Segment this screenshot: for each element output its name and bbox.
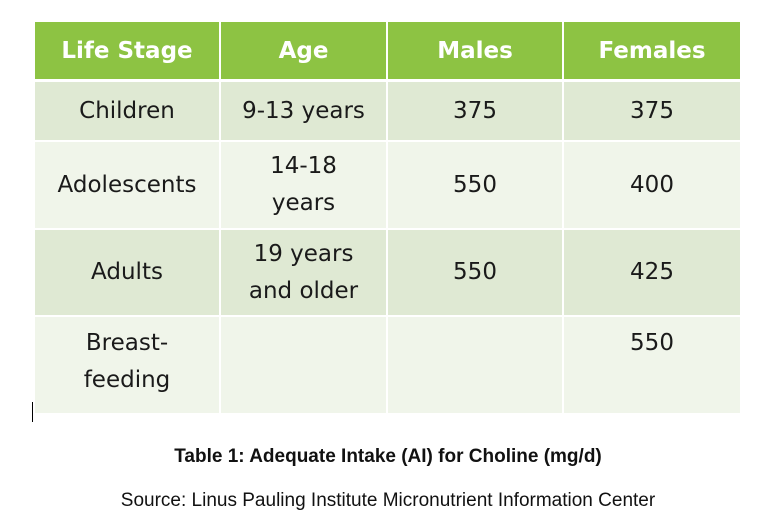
cell-males: 550 xyxy=(387,229,564,317)
cell-life-stage: Children xyxy=(35,80,221,142)
table-row: Adults 19 years and older 550 425 xyxy=(35,229,740,317)
source-note: Source: Linus Pauling Institute Micronut… xyxy=(120,490,656,511)
choline-intake-table: Life Stage Age Males Females Children 9-… xyxy=(35,22,740,415)
cell-life-stage: Adolescents xyxy=(35,141,221,230)
table-caption: Table 1: Adequate Intake (AI) for Cholin… xyxy=(174,446,602,467)
header-row: Life Stage Age Males Females xyxy=(35,22,740,82)
cell-life-stage: Breast-feeding xyxy=(35,316,221,415)
table-row: Children 9-13 years 375 375 xyxy=(35,80,740,142)
header-males: Males xyxy=(387,22,564,82)
cell-males xyxy=(387,316,564,415)
table-row: Breast-feeding 550 xyxy=(35,316,740,415)
cell-females: 375 xyxy=(563,80,740,142)
header-age: Age xyxy=(220,22,388,82)
cell-age: 14-18 years xyxy=(220,141,388,230)
cell-females: 550 xyxy=(563,316,740,415)
cell-females: 425 xyxy=(563,229,740,317)
cell-age xyxy=(220,316,388,415)
table-row: Adolescents 14-18 years 550 400 xyxy=(35,141,740,230)
header-females: Females xyxy=(563,22,740,82)
cell-males: 375 xyxy=(387,80,564,142)
cell-males: 550 xyxy=(387,141,564,230)
cell-age: 9-13 years xyxy=(220,80,388,142)
cell-females: 400 xyxy=(563,141,740,230)
header-life-stage: Life Stage xyxy=(35,22,221,82)
text-cursor xyxy=(32,402,33,422)
cell-life-stage: Adults xyxy=(35,229,221,317)
cell-age: 19 years and older xyxy=(220,229,388,317)
